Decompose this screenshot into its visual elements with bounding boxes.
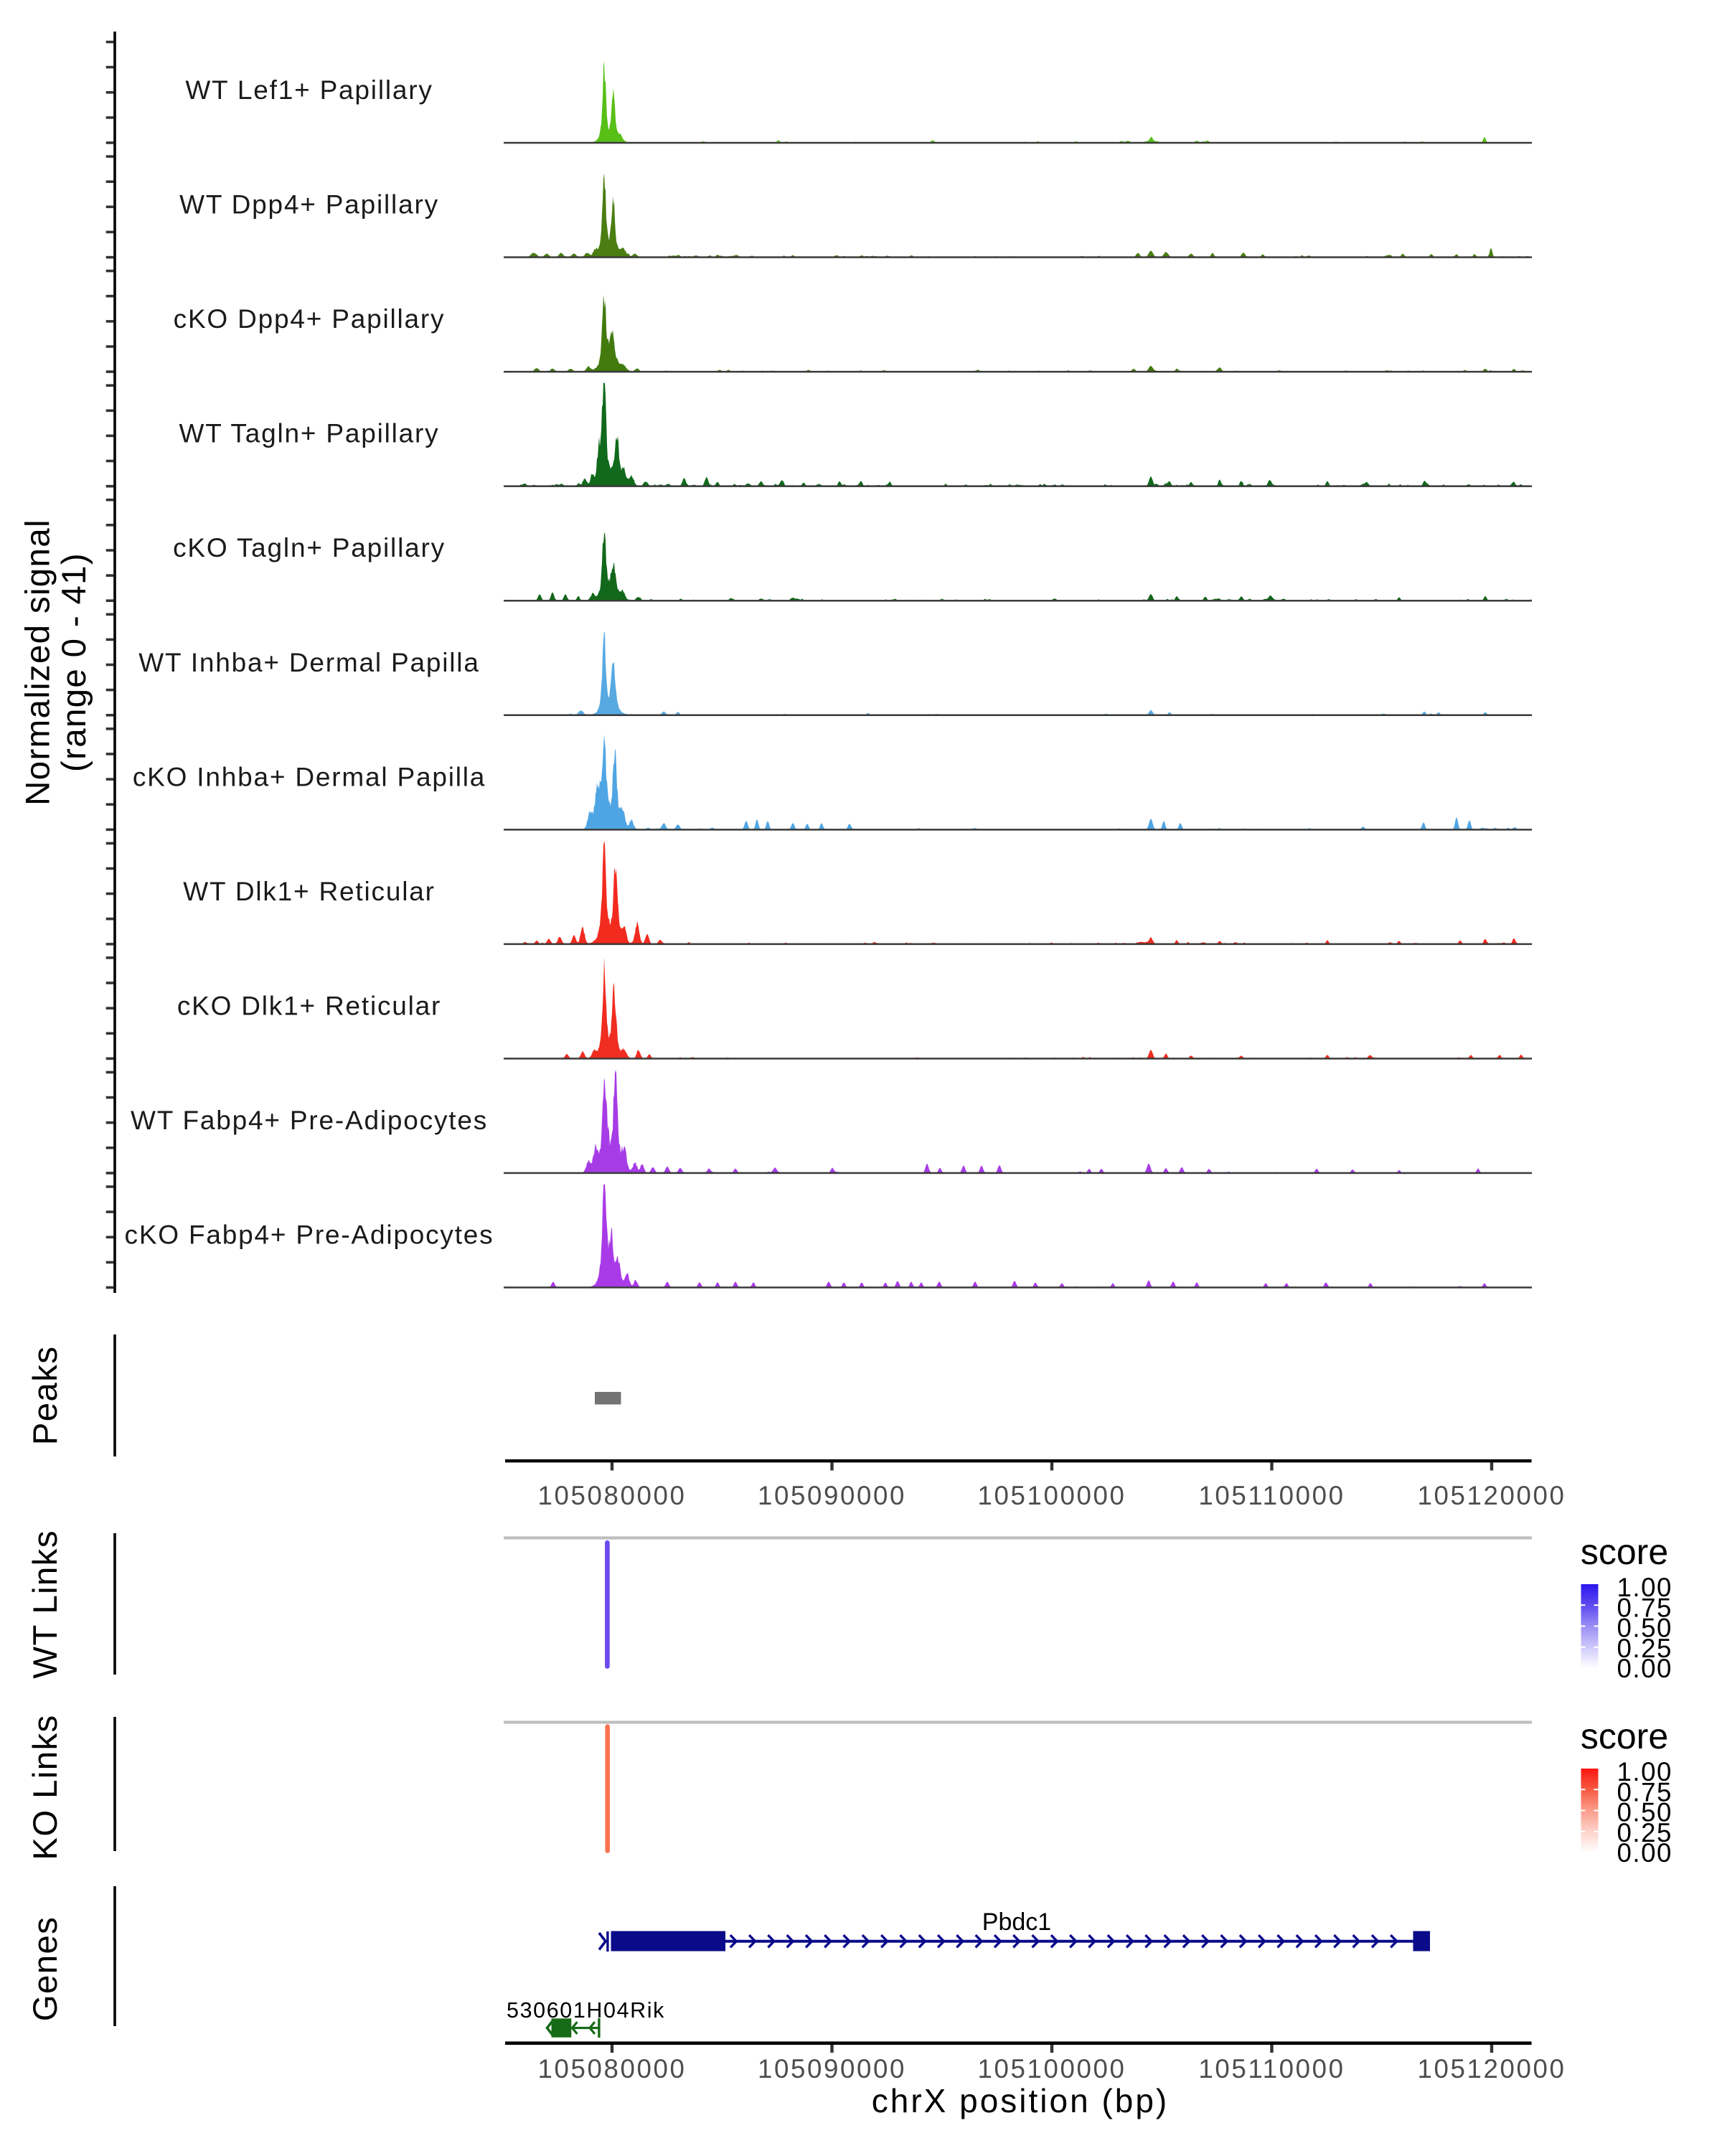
svg-text:WT Fabp4+ Pre-Adipocytes: WT Fabp4+ Pre-Adipocytes <box>131 1106 488 1135</box>
svg-text:cKO Inhba+ Dermal Papilla: cKO Inhba+ Dermal Papilla <box>133 762 486 791</box>
svg-text:chrX position (bp): chrX position (bp) <box>872 2082 1170 2119</box>
svg-text:0.00: 0.00 <box>1617 1838 1672 1868</box>
svg-text:105100000: 105100000 <box>977 1481 1126 1510</box>
svg-text:Pbdc1: Pbdc1 <box>982 1908 1051 1936</box>
svg-text:1.00: 1.00 <box>1617 1573 1672 1602</box>
svg-text:1.00: 1.00 <box>1617 1757 1672 1787</box>
svg-text:cKO Dpp4+ Papillary: cKO Dpp4+ Papillary <box>174 304 446 334</box>
svg-text:WT Dlk1+ Reticular: WT Dlk1+ Reticular <box>183 877 435 906</box>
svg-text:cKO Fabp4+ Pre-Adipocytes: cKO Fabp4+ Pre-Adipocytes <box>125 1220 494 1250</box>
svg-text:cKO Tagln+ Papillary: cKO Tagln+ Papillary <box>173 533 446 562</box>
svg-text:105080000: 105080000 <box>537 1481 686 1510</box>
svg-text:105080000: 105080000 <box>537 2054 686 2084</box>
svg-text:0.00: 0.00 <box>1617 1654 1672 1683</box>
svg-text:WT Lef1+ Papillary: WT Lef1+ Papillary <box>185 75 433 105</box>
svg-text:Normalized signal: Normalized signal <box>19 519 57 806</box>
svg-text:0.50: 0.50 <box>1617 1614 1672 1643</box>
svg-text:105100000: 105100000 <box>977 2054 1126 2084</box>
svg-text:105120000: 105120000 <box>1417 1481 1566 1510</box>
svg-text:cKO Dlk1+ Reticular: cKO Dlk1+ Reticular <box>177 991 441 1020</box>
svg-text:WT Inhba+ Dermal Papilla: WT Inhba+ Dermal Papilla <box>138 648 479 677</box>
svg-text:105090000: 105090000 <box>758 2054 906 2084</box>
svg-text:530601H04Rik: 530601H04Rik <box>507 1998 665 2023</box>
svg-text:Genes: Genes <box>27 1916 65 2021</box>
svg-text:105110000: 105110000 <box>1198 1481 1345 1510</box>
svg-text:(range 0 - 41): (range 0 - 41) <box>55 552 93 772</box>
svg-text:score: score <box>1581 1532 1668 1572</box>
svg-text:0.75: 0.75 <box>1617 1777 1672 1807</box>
svg-text:105110000: 105110000 <box>1198 2054 1345 2084</box>
svg-text:0.75: 0.75 <box>1617 1593 1672 1622</box>
svg-text:0.25: 0.25 <box>1617 1818 1672 1847</box>
svg-text:WT Tagln+ Papillary: WT Tagln+ Papillary <box>179 419 440 448</box>
svg-text:WT Dpp4+ Papillary: WT Dpp4+ Papillary <box>179 190 439 220</box>
svg-text:0.50: 0.50 <box>1617 1798 1672 1827</box>
svg-text:105090000: 105090000 <box>758 1481 906 1510</box>
svg-text:105120000: 105120000 <box>1417 2054 1566 2084</box>
svg-text:WT Links: WT Links <box>27 1530 65 1678</box>
svg-text:0.25: 0.25 <box>1617 1634 1672 1663</box>
svg-text:Peaks: Peaks <box>27 1346 65 1446</box>
svg-text:score: score <box>1581 1716 1668 1756</box>
svg-text:KO Links: KO Links <box>27 1714 65 1860</box>
